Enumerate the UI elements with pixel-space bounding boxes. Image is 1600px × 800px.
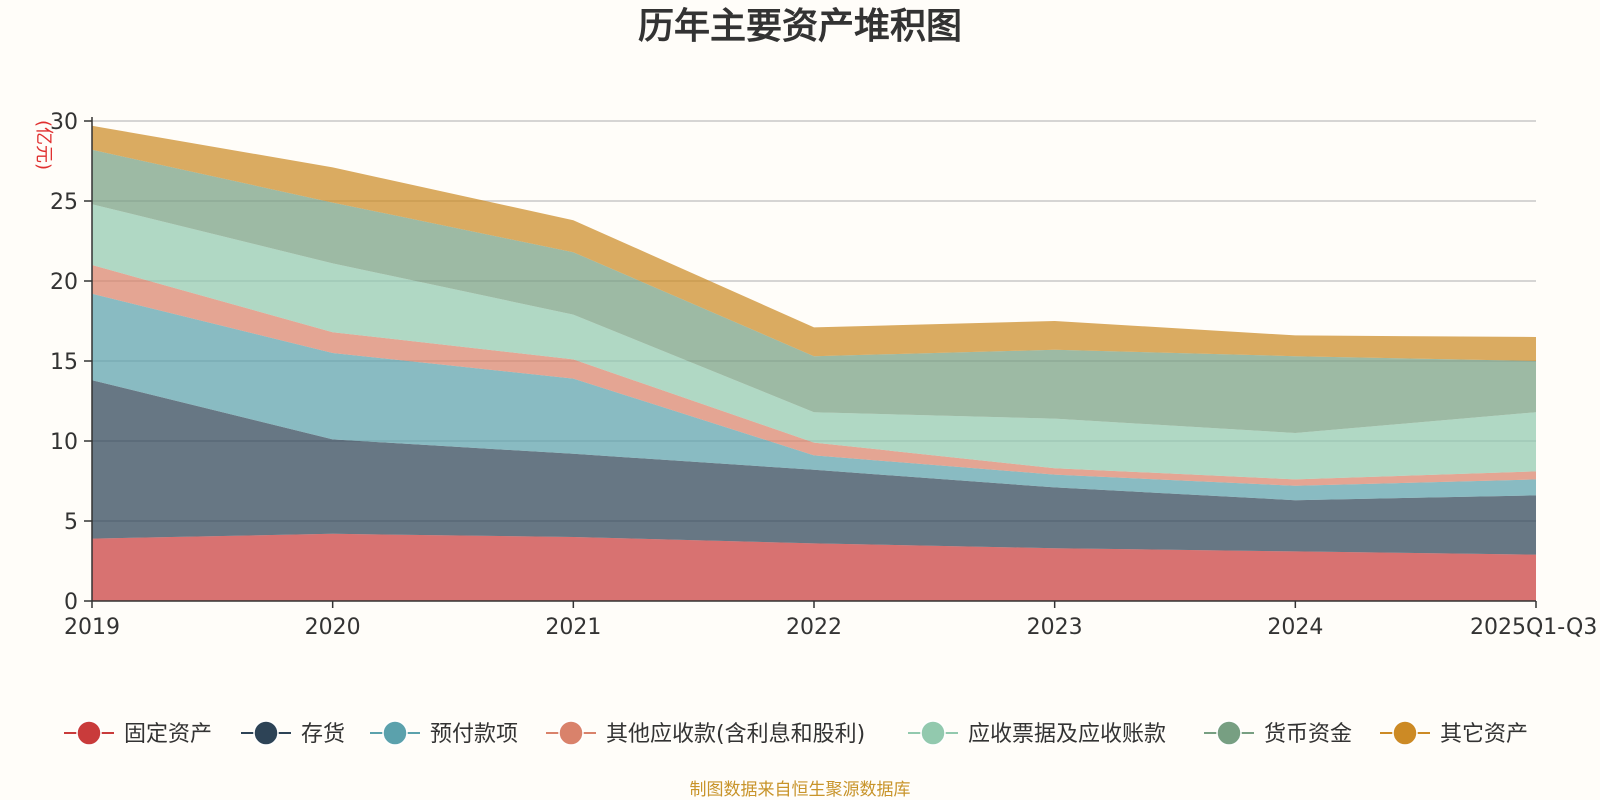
area-series-4 (92, 204, 1536, 480)
legend: 固定资产 存货 预付款项 其他应收款(含利息和股利) 应收票据及应收账款 货币资金 其它资产 (64, 720, 1528, 747)
legend-item-3[interactable]: 其他应收款(含利息和股利) (546, 720, 865, 747)
area-series-2 (92, 293, 1536, 501)
y-tick-label-15: 15 (50, 350, 78, 375)
area-series-6 (92, 125, 1536, 361)
x-tick-label-2024: 2024 (1267, 615, 1323, 640)
legend-item-6[interactable]: 其它资产 (1380, 720, 1528, 747)
legend-marker-5 (1216, 720, 1242, 746)
y-tick-label-20: 20 (50, 270, 78, 295)
legend-marker-4 (920, 720, 946, 746)
x-tick-label-2021: 2021 (545, 615, 601, 640)
chart-title: 历年主要资产堆积图 (638, 6, 962, 47)
legend-label-4: 应收票据及应收账款 (968, 722, 1166, 747)
x-tick-label-2019: 2019 (64, 615, 120, 640)
area-series (92, 125, 1536, 601)
legend-label-0: 固定资产 (124, 722, 212, 747)
y-tick-label-0: 0 (64, 590, 78, 615)
y-axis-ticks: 0 5 10 15 20 25 30 (50, 110, 92, 615)
legend-label-1: 存货 (301, 722, 345, 747)
legend-label-6: 其它资产 (1440, 722, 1528, 747)
legend-marker-2 (382, 720, 408, 746)
y-tick-label-10: 10 (50, 430, 78, 455)
legend-marker-0 (76, 720, 102, 746)
legend-label-3: 其他应收款(含利息和股利) (606, 722, 865, 747)
y-tick-label-5: 5 (64, 510, 78, 535)
area-series-0 (92, 533, 1536, 601)
legend-label-5: 货币资金 (1264, 722, 1352, 747)
legend-item-1[interactable]: 存货 (241, 720, 345, 747)
legend-item-0[interactable]: 固定资产 (64, 720, 212, 747)
y-axis-unit-label: (亿元) (33, 120, 54, 170)
legend-marker-3 (558, 720, 584, 746)
legend-item-5[interactable]: 货币资金 (1204, 720, 1352, 747)
legend-marker-1 (253, 720, 279, 746)
y-tick-label-25: 25 (50, 190, 78, 215)
x-tick-label-2023: 2023 (1027, 615, 1083, 640)
area-series-1 (92, 380, 1536, 555)
source-note: 制图数据来自恒生聚源数据库 (690, 780, 911, 800)
legend-item-4[interactable]: 应收票据及应收账款 (908, 720, 1166, 747)
y-tick-label-30: 30 (50, 110, 78, 135)
legend-marker-6 (1392, 720, 1418, 746)
x-tick-label-2022: 2022 (786, 615, 842, 640)
legend-label-2: 预付款项 (430, 722, 518, 747)
x-tick-label-2020: 2020 (305, 615, 361, 640)
legend-item-2[interactable]: 预付款项 (370, 720, 518, 747)
area-series-5 (92, 149, 1536, 434)
x-tick-label-2025Q1-Q3: 2025Q1-Q3 (1470, 615, 1597, 640)
x-axis-ticks: 2019 2020 2021 2022 2023 2024 2025Q1-Q3 (64, 601, 1597, 640)
